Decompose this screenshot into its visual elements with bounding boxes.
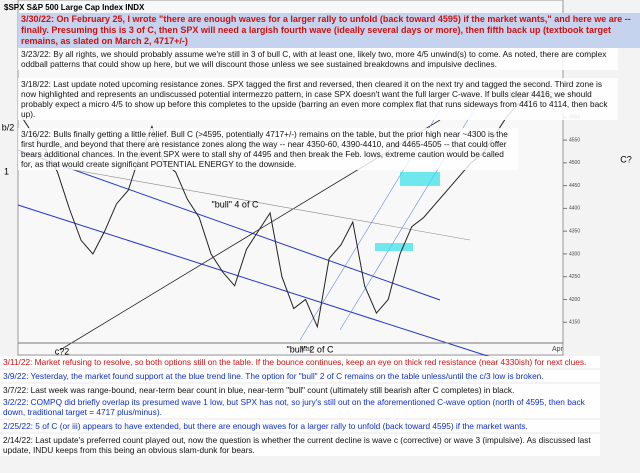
update-note: 3/9/22: Yesterday, the market found supp… xyxy=(0,370,600,382)
y-tick-label: 4450 xyxy=(569,183,580,189)
y-tick-label: 4300 xyxy=(569,251,580,257)
y-tick-label: 4350 xyxy=(569,228,580,234)
wave-label: "bull" 2 of C xyxy=(287,344,334,354)
annotation: 3/30/22: On February 25, I wrote "there … xyxy=(18,13,640,48)
resistance-zone xyxy=(400,172,440,186)
x-tick-label: Apr xyxy=(552,346,564,353)
update-note: 3/2/22: COMPQ did briefly overlap its pr… xyxy=(0,396,600,418)
update-note: 3/11/22: Market refusing to resolve, so … xyxy=(0,356,600,368)
update-note: 3/7/22: Last week was range-bound, near-… xyxy=(0,384,600,396)
chart-title: $SPX S&P 500 Large Cap Index INDX xyxy=(4,3,145,12)
price-line xyxy=(21,99,531,329)
wave-label: b/2 xyxy=(2,122,15,132)
trend-line xyxy=(17,204,501,361)
y-tick-label: 4250 xyxy=(569,274,580,280)
update-note: 2/14/22: Last update's preferred count p… xyxy=(0,434,600,456)
y-tick-label: 4200 xyxy=(569,297,580,303)
annotation: 3/16/22: Bulls finally getting a little … xyxy=(18,128,518,170)
wave-label: C? xyxy=(620,154,632,164)
x-tick-label: Mar xyxy=(300,346,313,353)
wave-label: "bull" 4 of C xyxy=(212,199,259,209)
wave-label: c?2 xyxy=(55,346,70,356)
y-tick-label: 4500 xyxy=(569,160,580,166)
y-tick-label: 4400 xyxy=(569,206,580,212)
annotation: 3/23/22: By all rights, we should probab… xyxy=(18,48,618,70)
annotation: 3/18/22: Last update noted upcoming resi… xyxy=(18,78,618,120)
y-tick-label: 4150 xyxy=(569,320,580,326)
update-note: 2/25/22: 5 of C (or iii) appears to have… xyxy=(0,420,600,432)
trend-line xyxy=(17,159,471,241)
trend-line xyxy=(17,149,441,301)
y-tick-label: 4550 xyxy=(569,137,580,143)
resistance-zone xyxy=(375,243,413,251)
wave-label: 1 xyxy=(4,166,9,176)
